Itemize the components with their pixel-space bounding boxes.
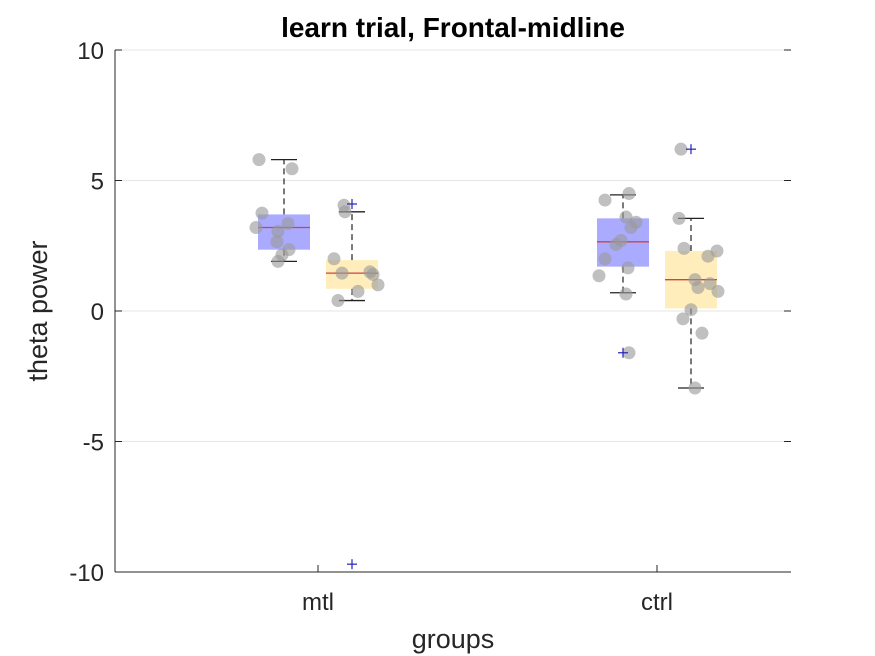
data-point <box>338 205 352 219</box>
data-point <box>622 187 636 201</box>
data-point <box>619 287 633 301</box>
data-point <box>711 284 725 298</box>
data-point <box>270 235 284 249</box>
data-point <box>674 142 688 156</box>
data-point <box>351 284 365 298</box>
data-point <box>366 267 380 281</box>
points-layer <box>249 142 725 570</box>
y-tick-label: -10 <box>69 560 104 587</box>
axes-layer: -10 -5 0 5 10 mtl ctrl <box>69 38 791 616</box>
y-axis-label: theta power <box>23 240 53 381</box>
data-point <box>688 381 702 395</box>
y-tick-label: 10 <box>77 38 104 65</box>
data-point <box>255 206 269 220</box>
data-point <box>619 210 633 224</box>
data-point <box>598 252 612 266</box>
outlier-marker <box>347 198 357 209</box>
data-point <box>684 303 698 317</box>
data-point <box>281 217 295 231</box>
y-tick-label: 0 <box>91 299 104 326</box>
data-point <box>703 277 717 291</box>
data-point <box>335 266 349 280</box>
data-point <box>331 294 345 308</box>
data-point <box>622 346 636 360</box>
data-point <box>691 281 705 295</box>
data-point <box>271 224 285 238</box>
data-point <box>624 220 638 234</box>
y-tick-label: 5 <box>91 169 104 196</box>
x-axis-label: groups <box>412 624 495 654</box>
outlier-marker <box>347 559 357 570</box>
data-point <box>701 249 715 263</box>
box-ctrl-1 <box>665 217 717 389</box>
chart-title: learn trial, Frontal-midline <box>281 12 625 43</box>
data-point <box>285 162 299 176</box>
data-point <box>271 254 285 268</box>
data-point <box>327 252 341 266</box>
data-point <box>592 269 606 283</box>
data-point <box>621 261 635 275</box>
data-point <box>677 241 691 255</box>
data-point <box>598 193 612 207</box>
x-tick-label: ctrl <box>641 589 673 616</box>
data-point <box>676 312 690 326</box>
data-point <box>371 278 385 292</box>
boxes-layer <box>258 158 717 389</box>
y-tick-label: -5 <box>83 430 104 457</box>
data-point <box>672 211 686 225</box>
data-point <box>249 220 263 234</box>
data-point <box>252 153 266 167</box>
data-point <box>695 326 709 340</box>
data-point <box>609 237 623 251</box>
outlier-marker <box>686 144 696 155</box>
x-tick-label: mtl <box>302 589 334 616</box>
outlier-marker <box>618 347 628 358</box>
